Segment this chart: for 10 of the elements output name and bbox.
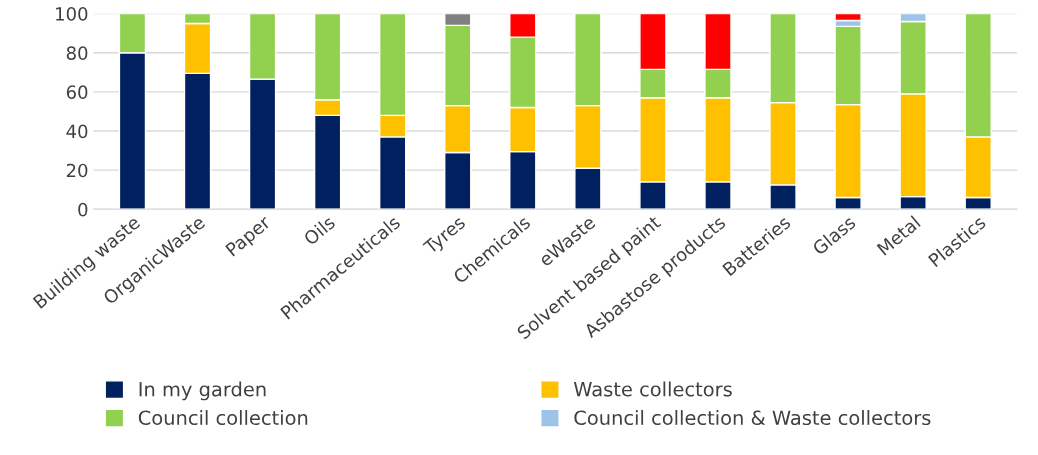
y-tick-label: 80 [66,46,88,60]
y-tick-label: 20 [66,163,88,178]
legend-label: In my garden [139,381,266,401]
y-tick-label: 60 [66,85,88,100]
legend-label: Waste collectors [573,381,732,397]
y-tick-label: 40 [66,124,88,139]
legend-label: Council collection & Waste collectors [574,410,931,426]
y-tick-label: 0 [78,202,88,217]
legend-label: Council collection [138,410,308,426]
y-tick-label: 100 [56,7,88,21]
